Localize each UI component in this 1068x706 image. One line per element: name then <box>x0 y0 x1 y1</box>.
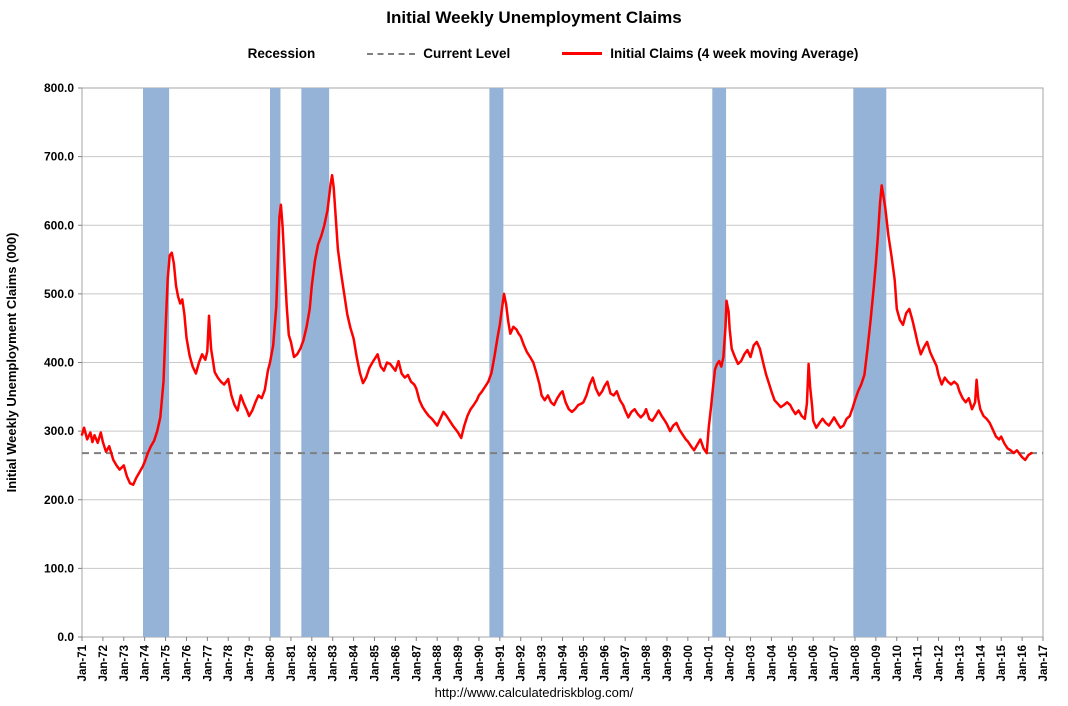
legend-label-current-level: Current Level <box>423 46 511 61</box>
y-tick-label: 700.0 <box>44 150 74 164</box>
y-axis-title: Initial Weekly Unemployment Claims (000) <box>4 233 19 493</box>
x-tick-label: Jan-98 <box>641 644 653 681</box>
x-tick-label: Jan-08 <box>850 644 862 681</box>
current-level-line-sample <box>367 52 416 55</box>
recession-band <box>301 88 330 637</box>
x-tick-label: Jan-01 <box>704 644 716 681</box>
x-tick-label: Jan-97 <box>620 645 632 681</box>
recession-band <box>853 88 887 637</box>
x-tick-label: Jan-88 <box>432 644 444 681</box>
x-tick-label: Jan-05 <box>787 644 799 681</box>
x-tick-label: Jan-87 <box>411 645 423 681</box>
y-tick-label: 0.0 <box>57 630 74 644</box>
x-tick-label: Jan-73 <box>119 645 131 681</box>
x-tick-label: Jan-92 <box>516 645 528 681</box>
chart-title: Initial Weekly Unemployment Claims <box>386 8 682 27</box>
y-tick-label: 100.0 <box>44 561 74 575</box>
x-axis-labels: Jan-71 Jan-72 Jan-73 Jan-74 Jan-75 Jan-76 Jan-… <box>77 637 1050 681</box>
x-tick-label: Jan-75 <box>161 644 173 681</box>
x-tick-label: Jan-02 <box>725 645 737 681</box>
x-tick-label: Jan-83 <box>328 645 340 681</box>
x-tick-label: Jan-96 <box>599 645 611 681</box>
gridlines <box>82 87 1043 638</box>
y-tick-label: 300.0 <box>44 424 74 438</box>
x-tick-label: Jan-15 <box>996 644 1008 681</box>
x-tick-label: Jan-72 <box>98 645 110 681</box>
recession-swatch <box>210 47 240 61</box>
legend-label-recession: Recession <box>247 46 316 61</box>
x-tick-label: Jan-00 <box>683 645 695 681</box>
x-tick-label: Jan-94 <box>558 644 570 681</box>
x-tick-label: Jan-11 <box>913 644 925 680</box>
y-tick-label: 400.0 <box>44 356 74 370</box>
legend: Recession Current Level Initial Claims (… <box>0 46 1068 61</box>
x-tick-label: Jan-14 <box>975 644 987 681</box>
x-tick-label: Jan-71 <box>77 644 89 681</box>
legend-label-initial-claims: Initial Claims (4 week moving Average) <box>610 46 859 61</box>
legend-item-recession: Recession <box>210 46 316 61</box>
x-tick-label: Jan-81 <box>286 644 298 681</box>
y-axis-labels: 0.0 100.0 200.0 300.0 400.0 500.0 600.0 700.0 80… <box>44 81 82 644</box>
x-tick-label: Jan-79 <box>244 645 256 681</box>
x-tick-label: Jan-95 <box>578 644 590 681</box>
y-tick-label: 500.0 <box>44 287 74 301</box>
y-tick-label: 200.0 <box>44 493 74 507</box>
x-tick-label: Jan-09 <box>871 645 883 681</box>
claims-line-sample <box>562 52 603 55</box>
x-tick-label: Jan-74 <box>140 644 152 681</box>
x-tick-label: Jan-03 <box>746 645 758 681</box>
recession-band <box>270 88 281 637</box>
recession-band <box>489 88 504 637</box>
y-tick-label: 800.0 <box>44 81 74 95</box>
claims-chart: 0.0 100.0 200.0 300.0 400.0 500.0 600.0 700.0 80… <box>4 81 1050 681</box>
x-tick-label: Jan-89 <box>453 645 465 681</box>
x-tick-label: Jan-90 <box>474 645 486 681</box>
x-tick-label: Jan-04 <box>766 644 778 681</box>
x-tick-label: Jan-12 <box>934 645 946 681</box>
x-tick-label: Jan-77 <box>202 645 214 681</box>
x-tick-label: Jan-99 <box>662 645 674 681</box>
legend-item-initial-claims: Initial Claims (4 week moving Average) <box>562 46 858 61</box>
x-tick-label: Jan-17 <box>1038 645 1050 681</box>
claims-line <box>80 173 1033 486</box>
y-tick-label: 600.0 <box>44 218 74 232</box>
x-tick-label: Jan-86 <box>390 645 402 681</box>
x-tick-label: Jan-91 <box>495 644 507 681</box>
x-tick-label: Jan-84 <box>349 644 361 681</box>
x-tick-label: Jan-10 <box>892 645 904 681</box>
x-tick-label: Jan-85 <box>369 644 381 681</box>
footer-url: http://www.calculatedriskblog.com/ <box>434 685 634 700</box>
x-tick-label: Jan-78 <box>223 644 235 681</box>
x-tick-label: Jan-82 <box>307 645 319 681</box>
x-tick-label: Jan-93 <box>537 645 549 681</box>
x-tick-label: Jan-16 <box>1017 645 1029 681</box>
legend-item-current-level: Current Level <box>367 46 510 61</box>
x-tick-label: Jan-06 <box>808 645 820 681</box>
x-tick-label: Jan-13 <box>954 645 966 681</box>
x-tick-label: Jan-76 <box>181 645 193 681</box>
x-tick-label: Jan-80 <box>265 645 277 681</box>
x-tick-label: Jan-07 <box>829 645 841 681</box>
